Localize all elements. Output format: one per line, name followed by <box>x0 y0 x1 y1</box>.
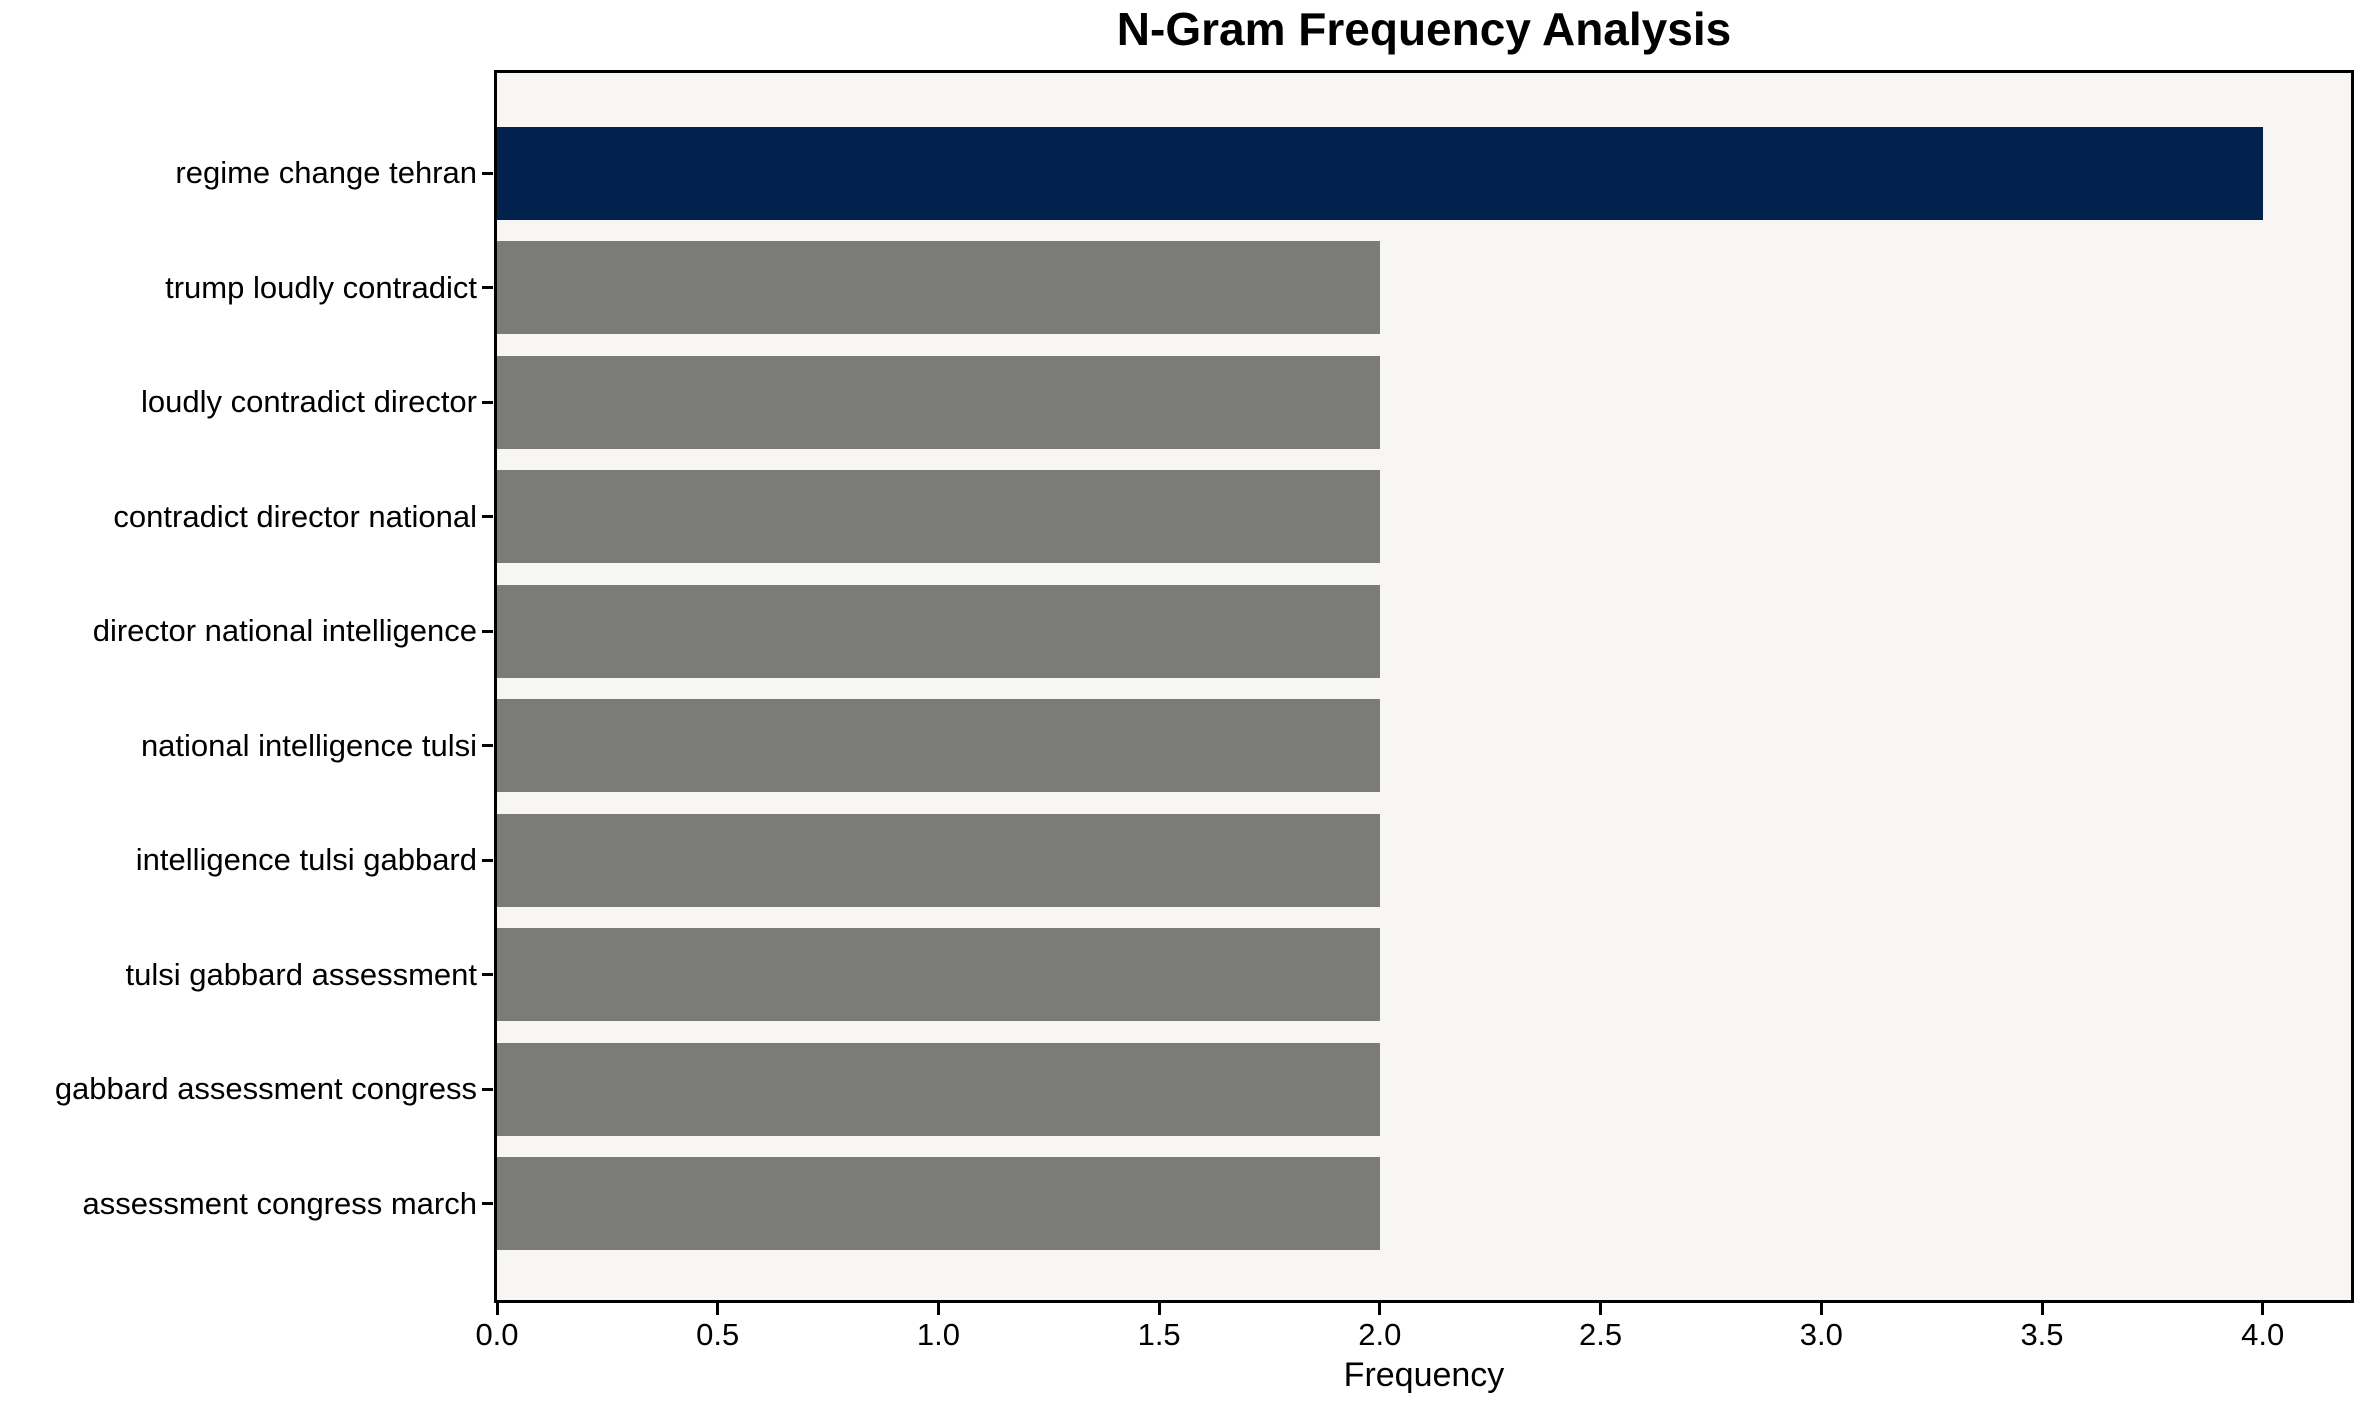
y-tick-label: tulsi gabbard assessment <box>125 956 477 992</box>
x-tick-label: 3.0 <box>1799 1317 1843 1352</box>
bar <box>497 699 1380 792</box>
y-tick-label: gabbard assessment congress <box>54 1071 477 1106</box>
y-tick-mark <box>482 1202 493 1205</box>
x-tick-label: 2.5 <box>1579 1317 1623 1352</box>
y-tick-mark <box>482 286 493 289</box>
y-tick-label: regime change tehran <box>175 155 477 190</box>
bar <box>497 1042 1380 1136</box>
x-tick-label: 2.0 <box>1358 1317 1402 1352</box>
y-tick-mark <box>482 744 493 747</box>
x-tick-mark <box>1157 1303 1161 1315</box>
x-tick-mark <box>716 1303 720 1315</box>
y-tick-label: assessment congress march <box>82 1185 477 1221</box>
y-tick-mark <box>482 400 493 404</box>
y-tick-mark <box>482 1087 493 1091</box>
y-tick-label: director national intelligence <box>92 613 477 648</box>
y-tick-mark <box>482 171 493 175</box>
x-tick-label: 0.0 <box>475 1317 519 1352</box>
y-tick-mark <box>482 515 493 518</box>
y-tick-mark <box>482 629 493 633</box>
x-tick-mark <box>2261 1303 2265 1315</box>
y-tick-mark <box>482 973 493 976</box>
y-tick-label: national intelligence tulsi <box>140 727 477 763</box>
bar <box>497 584 1380 678</box>
y-tick-label: trump loudly contradict <box>165 269 477 305</box>
bar <box>497 355 1380 449</box>
chart-title: N-Gram Frequency Analysis <box>1116 3 1732 55</box>
bar <box>497 928 1380 1021</box>
x-tick-label: 0.5 <box>696 1317 740 1352</box>
bar <box>497 813 1380 907</box>
x-tick-label: 4.0 <box>2241 1317 2285 1352</box>
y-tick-label: loudly contradict director <box>141 384 477 419</box>
x-tick-mark <box>1819 1303 1823 1315</box>
bar <box>497 126 2263 220</box>
y-tick-mark <box>482 858 493 862</box>
x-tick-label: 1.0 <box>916 1317 960 1352</box>
x-tick-mark <box>1378 1303 1382 1315</box>
y-tick-label: contradict director national <box>113 498 477 534</box>
bar <box>497 241 1380 334</box>
x-tick-label: 3.5 <box>2020 1317 2064 1352</box>
x-tick-mark <box>495 1303 499 1315</box>
bar <box>497 1157 1380 1250</box>
plot-area <box>494 70 2354 1303</box>
x-tick-mark <box>2040 1303 2044 1315</box>
x-tick-mark <box>1599 1303 1603 1315</box>
bar <box>497 470 1380 563</box>
y-tick-label: intelligence tulsi gabbard <box>135 842 477 877</box>
x-tick-mark <box>936 1303 940 1315</box>
x-tick-label: 1.5 <box>1137 1317 1181 1352</box>
x-axis-title: Frequency <box>1343 1356 1505 1394</box>
